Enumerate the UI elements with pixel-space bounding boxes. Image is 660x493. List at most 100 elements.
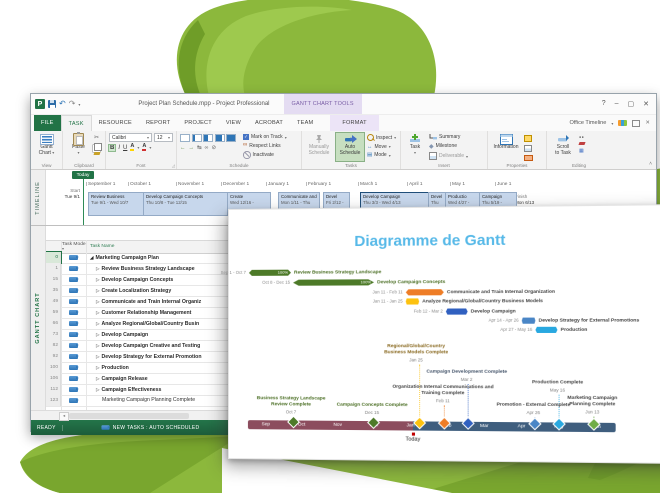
task-name-cell[interactable]: ▷ Develop Campaign Concepts (96, 277, 174, 283)
collapsed-triangle-icon[interactable]: ▷ (96, 332, 100, 337)
task-name-cell[interactable]: ▷ Customer Relationship Management (96, 310, 192, 316)
mark-on-track-button[interactable]: ✓ Mark on Track ▾ (243, 134, 287, 140)
insert-summary-button[interactable]: Summary (429, 134, 468, 140)
format-painter-icon[interactable] (93, 152, 101, 155)
task-name-cell[interactable]: Marketing Campaign Planning Complete (102, 397, 196, 403)
font-dialog-launcher-icon[interactable]: ◿ (171, 163, 175, 168)
mode-button[interactable]: ▤ Mode ▾ (367, 152, 391, 158)
collapsed-triangle-icon[interactable]: ▷ (96, 365, 100, 370)
percent-0-button[interactable] (180, 134, 190, 142)
collapsed-triangle-icon[interactable]: ▷ (96, 310, 100, 315)
row-id-cell[interactable]: 49 (46, 296, 61, 307)
maximize-button[interactable]: ▢ (627, 101, 635, 108)
task-name-cell[interactable]: ▷ Develop Strategy for External Promotion (96, 354, 202, 360)
timeline-task-box[interactable]: Develop Campaign Concepts Thu 10/8 - Tue … (143, 192, 230, 216)
minimize-button[interactable]: – (614, 100, 619, 107)
cut-icon[interactable]: ✂ (94, 135, 100, 141)
save-icon[interactable] (48, 100, 56, 108)
font-size-select[interactable]: 12 ▾ (154, 133, 173, 142)
tab-acrobat[interactable]: ACROBAT (254, 120, 284, 126)
tab-format[interactable]: FORMAT (330, 115, 379, 131)
link-tasks-icon[interactable]: ∞ (204, 145, 209, 151)
bold-button[interactable]: B (107, 143, 117, 152)
task-mode-cell[interactable] (61, 362, 87, 373)
row-id-cell[interactable]: 100 (46, 362, 61, 373)
add-to-timeline-icon[interactable] (524, 154, 533, 161)
task-name-cell[interactable]: ◢ Marketing Campaign Plan (90, 255, 159, 261)
information-button[interactable]: Information (491, 133, 521, 161)
task-name-cell[interactable]: ▷ Analyze Regional/Global/Country Busin (96, 321, 200, 327)
collapsed-triangle-icon[interactable]: ▷ (96, 266, 100, 271)
redo-icon[interactable]: ↷ (68, 99, 76, 108)
gantt-pane-strip[interactable]: GANTT CHART (31, 226, 46, 410)
task-name-cell[interactable]: ▷ Production (96, 365, 129, 371)
insert-deliverable-button[interactable]: Deliverable ▾ (429, 152, 468, 160)
task-mode-cell[interactable] (61, 340, 87, 351)
find-icon[interactable]: ●● (579, 135, 585, 139)
unlink-tasks-icon[interactable]: ⊘ (211, 145, 217, 151)
insert-milestone-button[interactable]: ◆ Milestone (429, 143, 458, 150)
column-header-task-mode[interactable]: Task Mode ▾ (62, 242, 86, 252)
task-details-icon[interactable] (524, 144, 532, 153)
auto-schedule-button[interactable]: Auto Schedule (335, 132, 365, 162)
office-timeline-icon[interactable] (618, 120, 628, 126)
office-timeline-menu[interactable]: Office Timeline (569, 120, 607, 126)
task-notes-icon[interactable] (524, 135, 532, 143)
task-mode-cell[interactable] (61, 351, 87, 362)
collapsed-triangle-icon[interactable]: ▷ (96, 299, 100, 304)
task-name-cell[interactable]: ▷ Review Business Strategy Landscape (96, 266, 195, 272)
task-mode-cell[interactable] (61, 296, 87, 307)
italic-button[interactable]: I (118, 144, 121, 151)
close-doc-icon[interactable]: ✕ (645, 120, 650, 126)
percent-25-button[interactable] (191, 134, 202, 142)
collapsed-triangle-icon[interactable]: ▷ (96, 321, 100, 326)
outdent-task-icon[interactable]: ← (180, 145, 186, 151)
hscroll-thumb[interactable] (69, 412, 189, 419)
row-id-cell[interactable]: 123 (46, 395, 61, 406)
collapsed-triangle-icon[interactable]: ▷ (96, 343, 100, 348)
collapsed-triangle-icon[interactable]: ▷ (96, 376, 100, 381)
percent-50-button[interactable] (203, 134, 213, 142)
underline-button[interactable]: U (123, 144, 128, 151)
manually-schedule-button[interactable]: Manually Schedule (305, 133, 333, 161)
tab-report[interactable]: REPORT (145, 120, 171, 126)
row-id-cell[interactable]: 82 (46, 340, 61, 351)
scroll-left-icon[interactable]: ◂ (59, 412, 69, 421)
inspect-button[interactable]: Inspect ▾ (367, 134, 396, 141)
row-id-cell[interactable]: 66 (46, 318, 61, 329)
tab-resource[interactable]: RESOURCE (98, 120, 132, 126)
row-id-cell[interactable]: 112 (46, 384, 61, 395)
restore-doc-icon[interactable] (632, 119, 641, 127)
tab-project[interactable]: PROJECT (184, 120, 212, 126)
task-mode-cell[interactable] (61, 395, 87, 406)
collapsed-triangle-icon[interactable]: ▷ (96, 387, 100, 392)
row-id-cell[interactable]: 59 (46, 307, 61, 318)
task-name-cell[interactable]: ▷ Campaign Release (96, 376, 148, 382)
percent-100-button[interactable] (226, 134, 236, 142)
task-name-cell[interactable]: ▷ Campaign Effectiveness (96, 387, 162, 393)
task-name-cell[interactable]: ▷ Communicate and Train Internal Organiz (96, 299, 202, 305)
collapsed-triangle-icon[interactable]: ▷ (96, 277, 100, 282)
copy-icon[interactable] (94, 142, 102, 151)
insert-task-button[interactable]: Task ▾ (404, 133, 426, 161)
respect-links-button[interactable]: ∞ Respect Links (243, 142, 281, 149)
collapse-ribbon-icon[interactable]: ˄ (649, 161, 652, 167)
new-tasks-mode[interactable]: NEW TASKS : AUTO SCHEDULED (101, 425, 200, 431)
collapsed-triangle-icon[interactable]: ▷ (96, 354, 100, 359)
row-id-cell[interactable]: 35 (46, 285, 61, 296)
task-mode-cell[interactable] (61, 274, 87, 285)
tab-view[interactable]: VIEW (225, 120, 241, 126)
clear-icon[interactable] (578, 142, 586, 145)
fill-icon[interactable]: ▦ (579, 148, 584, 154)
undo-icon[interactable]: ↶ (59, 99, 66, 108)
task-mode-cell[interactable] (61, 285, 87, 296)
timeline-task-box[interactable]: Review Business Tue 9/1 - Wed 10/7 (88, 192, 147, 216)
timeline-pane-strip[interactable]: TIMELINE (31, 170, 46, 225)
expanded-triangle-icon[interactable]: ◢ (90, 255, 94, 260)
tab-task[interactable]: TASK (60, 115, 92, 131)
row-id-cell[interactable]: 0 (46, 251, 62, 264)
paste-button[interactable]: Paste ▾ (66, 131, 91, 161)
percent-75-button[interactable] (214, 134, 225, 142)
task-mode-cell[interactable] (61, 252, 87, 263)
inactivate-button[interactable]: Inactivate (243, 151, 287, 159)
